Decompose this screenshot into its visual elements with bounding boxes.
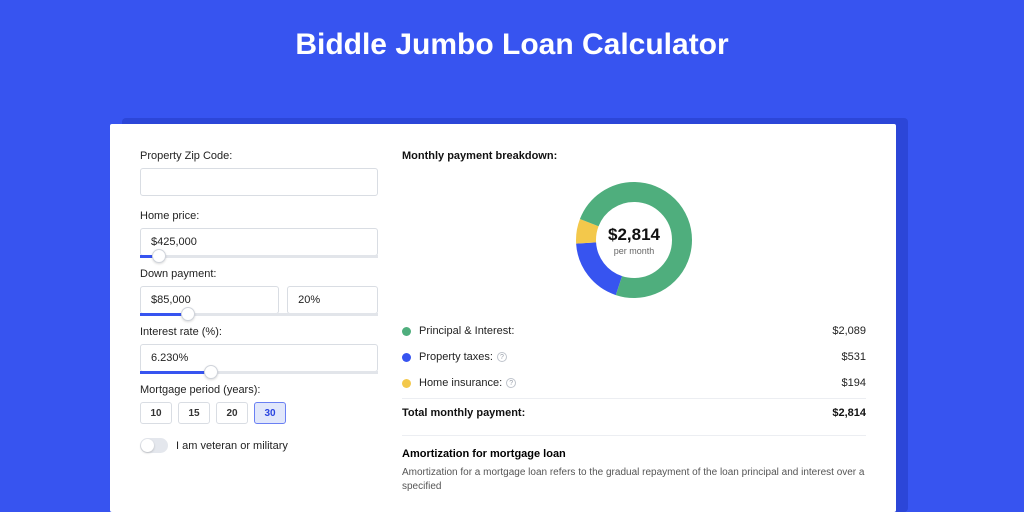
page-title: Biddle Jumbo Loan Calculator — [0, 0, 1024, 82]
down-payment-field: Down payment: — [140, 268, 378, 316]
veteran-row: I am veteran or military — [140, 438, 378, 453]
legend-row: Home insurance: ?$194 — [402, 370, 866, 396]
total-value: $2,814 — [832, 407, 866, 419]
donut-sub: per month — [614, 246, 655, 256]
slider-thumb[interactable] — [181, 307, 195, 321]
mortgage-period-label: Mortgage period (years): — [140, 384, 378, 396]
down-payment-input[interactable] — [140, 286, 279, 314]
down-payment-label: Down payment: — [140, 268, 378, 280]
total-label: Total monthly payment: — [402, 407, 832, 419]
legend-value: $2,089 — [832, 325, 866, 337]
interest-rate-slider[interactable] — [140, 371, 378, 374]
legend-label: Principal & Interest: — [419, 325, 832, 337]
home-price-field: Home price: — [140, 210, 378, 258]
donut-amount: $2,814 — [608, 225, 660, 245]
legend-value: $194 — [842, 377, 866, 389]
mortgage-period-field: Mortgage period (years): 10 15 20 30 — [140, 384, 378, 424]
interest-rate-label: Interest rate (%): — [140, 326, 378, 338]
down-payment-percent-input[interactable] — [287, 286, 378, 314]
help-icon[interactable]: ? — [506, 378, 516, 388]
donut-chart: $2,814 per month — [575, 181, 693, 299]
zip-input[interactable] — [140, 168, 378, 196]
legend-row: Principal & Interest:$2,089 — [402, 318, 866, 344]
zip-label: Property Zip Code: — [140, 150, 378, 162]
amortization-text: Amortization for a mortgage loan refers … — [402, 466, 866, 494]
total-row: Total monthly payment: $2,814 — [402, 398, 866, 429]
breakdown-title: Monthly payment breakdown: — [402, 150, 866, 162]
legend-row: Property taxes: ?$531 — [402, 344, 866, 370]
toggle-knob — [141, 439, 154, 452]
period-btn-20[interactable]: 20 — [216, 402, 248, 424]
period-btn-30[interactable]: 30 — [254, 402, 286, 424]
donut-center: $2,814 per month — [575, 181, 693, 299]
legend-dot — [402, 327, 411, 336]
veteran-label: I am veteran or military — [176, 440, 288, 452]
inputs-column: Property Zip Code: Home price: Down paym… — [140, 150, 378, 512]
amortization-title: Amortization for mortgage loan — [402, 448, 866, 460]
veteran-toggle[interactable] — [140, 438, 168, 453]
legend-value: $531 — [842, 351, 866, 363]
slider-thumb[interactable] — [204, 365, 218, 379]
down-payment-slider[interactable] — [140, 313, 378, 316]
home-price-input[interactable] — [140, 228, 378, 256]
home-price-slider[interactable] — [140, 255, 378, 258]
help-icon[interactable]: ? — [497, 352, 507, 362]
interest-rate-input[interactable] — [140, 344, 378, 372]
mortgage-period-options: 10 15 20 30 — [140, 402, 378, 424]
slider-thumb[interactable] — [152, 249, 166, 263]
legend: Principal & Interest:$2,089Property taxe… — [402, 318, 866, 396]
interest-rate-field: Interest rate (%): — [140, 326, 378, 374]
breakdown-column: Monthly payment breakdown: $2,814 per mo… — [402, 150, 866, 512]
period-btn-15[interactable]: 15 — [178, 402, 210, 424]
legend-dot — [402, 353, 411, 362]
calculator-card: Property Zip Code: Home price: Down paym… — [110, 124, 896, 512]
period-btn-10[interactable]: 10 — [140, 402, 172, 424]
donut-chart-wrap: $2,814 per month — [402, 172, 866, 308]
legend-label: Home insurance: ? — [419, 377, 842, 389]
zip-field: Property Zip Code: — [140, 150, 378, 196]
home-price-label: Home price: — [140, 210, 378, 222]
amortization-block: Amortization for mortgage loan Amortizat… — [402, 435, 866, 494]
slider-fill — [140, 371, 211, 374]
legend-dot — [402, 379, 411, 388]
legend-label: Property taxes: ? — [419, 351, 842, 363]
